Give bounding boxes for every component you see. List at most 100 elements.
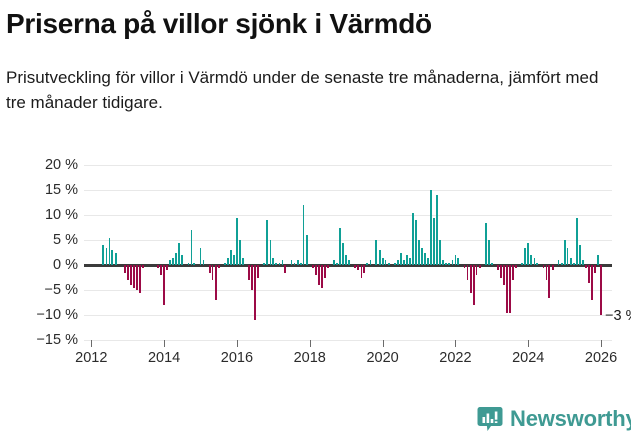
chart-bars bbox=[84, 150, 612, 340]
chart-bar bbox=[138, 265, 141, 293]
chart-bar bbox=[296, 260, 299, 265]
chart-bar bbox=[463, 265, 466, 268]
chart-bar bbox=[129, 265, 132, 285]
chart-bar bbox=[278, 262, 281, 265]
chart-bar bbox=[345, 255, 348, 265]
chart-bar bbox=[236, 217, 238, 265]
chart-bar bbox=[178, 242, 181, 265]
chart-bar bbox=[357, 265, 360, 270]
chart-bar bbox=[593, 265, 596, 273]
chart-bar bbox=[102, 245, 105, 265]
chart-bar bbox=[560, 262, 563, 265]
chart-bar bbox=[557, 260, 560, 265]
newsworthy-wordmark: Newsworthy bbox=[510, 406, 631, 431]
chart-bar bbox=[293, 262, 296, 265]
gridline bbox=[84, 290, 612, 291]
chart-bar bbox=[591, 265, 593, 300]
chart-bar bbox=[381, 257, 384, 265]
chart-bar bbox=[193, 262, 196, 265]
chart-bar bbox=[311, 265, 314, 268]
chart-bar bbox=[254, 265, 257, 320]
zero-axis-line bbox=[84, 264, 612, 267]
newsworthy-logo[interactable]: Newsworthy bbox=[477, 406, 631, 432]
chart-bar bbox=[451, 260, 454, 265]
chart-bar bbox=[324, 265, 326, 278]
y-axis-tick-label: 5 % bbox=[53, 232, 78, 248]
chart-bar bbox=[448, 262, 451, 265]
x-axis-tick-mark bbox=[601, 340, 603, 347]
chart-bar bbox=[545, 265, 548, 280]
chart-bar bbox=[497, 265, 499, 270]
chart-bar bbox=[502, 265, 505, 285]
chart-bar bbox=[411, 212, 414, 265]
chart-bar bbox=[566, 247, 569, 265]
chart-bar bbox=[217, 265, 220, 268]
chart-bar bbox=[581, 260, 584, 265]
chart-bar bbox=[375, 240, 378, 265]
chart-bar bbox=[224, 262, 226, 265]
chart-bar bbox=[600, 265, 602, 315]
gridline bbox=[84, 165, 612, 166]
y-axis-tick-label: 0 % bbox=[53, 257, 78, 273]
chart-bar bbox=[597, 255, 600, 265]
y-axis-tick-label: −10 % bbox=[36, 307, 78, 323]
x-axis-tick-mark bbox=[382, 340, 384, 347]
gridline bbox=[84, 215, 612, 216]
x-axis-tick-label: 2016 bbox=[220, 350, 254, 366]
chart-bar bbox=[272, 257, 275, 265]
x-axis-tick-mark bbox=[91, 340, 93, 347]
x-axis-tick-mark bbox=[309, 340, 311, 347]
x-axis-tick-label: 2022 bbox=[439, 350, 472, 366]
chart-bar bbox=[396, 260, 399, 265]
chart-bar bbox=[135, 265, 138, 290]
chart-bar bbox=[284, 265, 287, 273]
chart-bar bbox=[142, 265, 144, 268]
chart-bar bbox=[387, 262, 390, 265]
chart-bar bbox=[588, 265, 590, 283]
chart-bar bbox=[339, 227, 341, 265]
chart-bar bbox=[290, 260, 293, 265]
x-axis-tick-label: 2020 bbox=[366, 350, 399, 366]
chart-bar bbox=[111, 250, 114, 265]
chart-bar bbox=[536, 262, 539, 265]
gridline bbox=[84, 340, 612, 341]
chart-bar bbox=[336, 262, 338, 265]
chart-bar bbox=[542, 265, 545, 268]
chart-bar bbox=[229, 250, 232, 265]
chart-bar bbox=[281, 260, 284, 265]
bar-chart-speech-bubble-icon bbox=[477, 406, 503, 432]
chart-bar bbox=[418, 240, 420, 265]
chart-bar bbox=[454, 255, 457, 265]
chart-bar bbox=[563, 240, 566, 265]
chart-bar bbox=[424, 252, 427, 265]
chart-bar bbox=[226, 257, 229, 265]
x-axis-tick-mark bbox=[455, 340, 457, 347]
chart-bar bbox=[408, 257, 411, 265]
chart-bar bbox=[457, 257, 460, 265]
chart-bar bbox=[402, 260, 405, 265]
chart-bar bbox=[317, 265, 320, 285]
chart-bar bbox=[166, 265, 168, 270]
chart-bar bbox=[175, 252, 178, 265]
chart-bar bbox=[488, 240, 490, 265]
chart-bar bbox=[384, 260, 387, 265]
chart-bar bbox=[439, 240, 442, 265]
chart-bar bbox=[327, 265, 329, 268]
chart-bar bbox=[157, 265, 159, 268]
chart-bar bbox=[126, 265, 129, 280]
chart-bar bbox=[257, 265, 259, 278]
chart-bar bbox=[490, 262, 493, 265]
y-axis-tick-label: 10 % bbox=[44, 207, 78, 223]
chart-bar bbox=[190, 230, 193, 265]
x-axis-tick-label: 2024 bbox=[512, 350, 545, 366]
chart-bar bbox=[123, 265, 126, 273]
chart-bar bbox=[415, 220, 417, 265]
chart-bar bbox=[181, 255, 184, 265]
chart-bar bbox=[333, 260, 336, 265]
chart-bar bbox=[584, 265, 587, 268]
chart-bar bbox=[524, 247, 527, 265]
gridline bbox=[84, 240, 612, 241]
x-axis-tick-mark bbox=[528, 340, 530, 347]
x-axis-tick-label: 2018 bbox=[293, 350, 326, 366]
chart-subtitle: Prisutveckling för villor i Värmdö under… bbox=[6, 68, 599, 112]
